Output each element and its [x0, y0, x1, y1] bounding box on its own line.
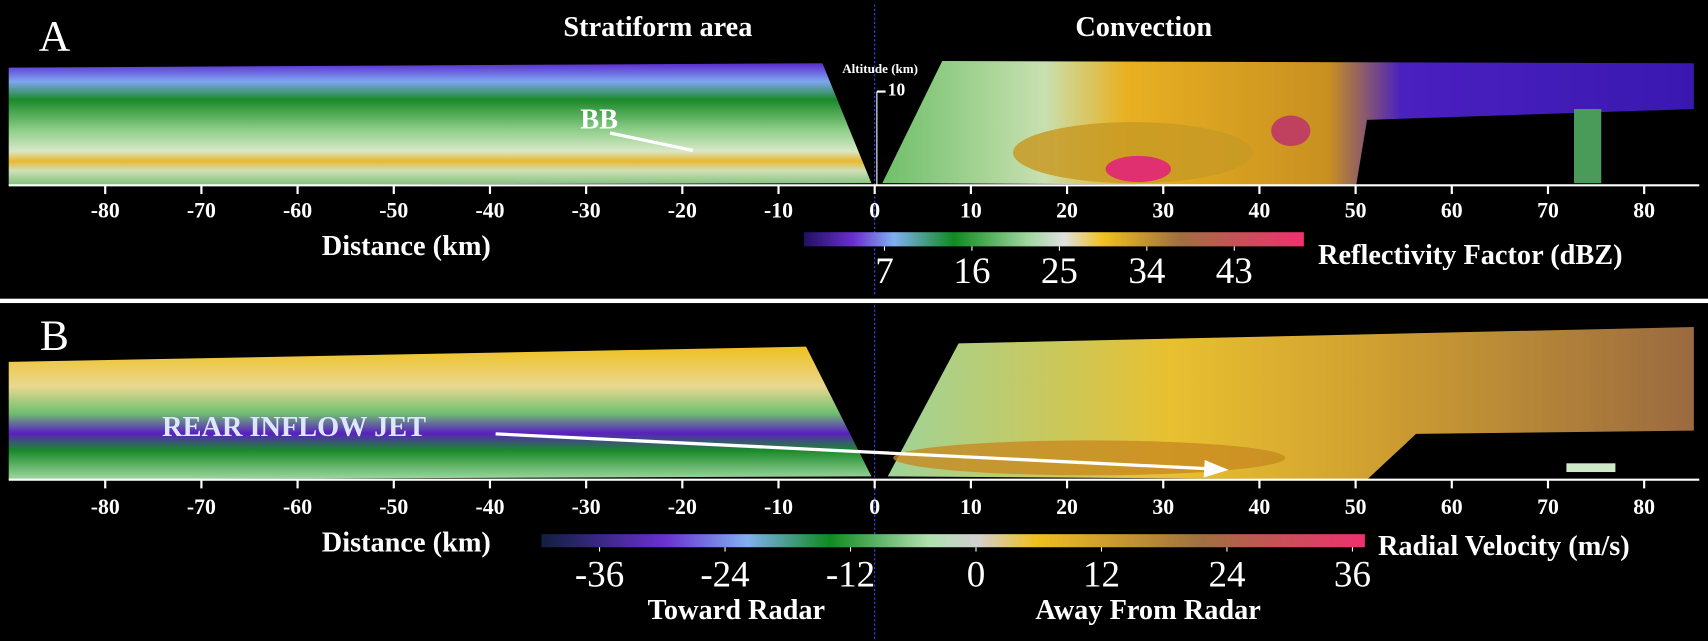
colorbar-tick-label: -36	[575, 554, 624, 595]
x-tick-label: 20	[1056, 199, 1078, 223]
arrow-head	[1203, 460, 1229, 478]
colorbar-tick-label: -24	[700, 554, 749, 595]
panel-title: Stratiform area	[563, 12, 752, 43]
x-tick-label: -60	[283, 199, 312, 223]
panel-letter: A	[39, 12, 71, 60]
colorbar-tick-label: 25	[1041, 251, 1078, 292]
y-tick-label: 10	[888, 80, 906, 100]
colorbar	[803, 232, 1304, 247]
x-tick-label: 70	[1537, 495, 1559, 519]
colorbar-caption: Away From Radar	[1035, 595, 1260, 626]
colorbar-label: Radial Velocity (m/s)	[1378, 531, 1630, 562]
colorbar-tick-label: 43	[1216, 251, 1253, 292]
annotation: BB	[580, 105, 618, 136]
annotation-arrow	[609, 131, 694, 153]
colorbar-tick-label: 12	[1083, 554, 1120, 595]
x-tick-label: -40	[475, 199, 504, 223]
x-tick-label: 40	[1249, 495, 1271, 519]
x-tick-label: 10	[960, 495, 982, 519]
x-tick-label: -30	[572, 495, 601, 519]
reflectivity-field	[8, 61, 1694, 186]
x-tick-label: 70	[1537, 199, 1559, 223]
colorbar-tick-label: 34	[1128, 251, 1165, 292]
x-tick-label: -10	[764, 199, 793, 223]
x-tick-label: -20	[668, 495, 697, 519]
x-tick-label: 10	[960, 199, 982, 223]
colorbar-tick-label: 36	[1334, 554, 1371, 595]
separator	[0, 298, 1708, 304]
colorbar	[541, 534, 1365, 548]
x-tick-label: -50	[379, 495, 408, 519]
x-tick-label: 0	[869, 199, 880, 223]
x-tick-label: 30	[1152, 199, 1174, 223]
colorbar-caption: Toward Radar	[648, 595, 826, 626]
x-tick-label: 60	[1441, 199, 1463, 223]
x-tick-label: -70	[187, 495, 216, 519]
altitude-label: Altitude (km)	[842, 61, 918, 76]
x-tick-label: 80	[1633, 495, 1655, 519]
x-axis-label: Distance (km)	[322, 528, 491, 559]
x-tick-label: 50	[1345, 495, 1367, 519]
panel-letter: B	[40, 312, 69, 360]
x-tick-label: -70	[187, 199, 216, 223]
colorbar-tick-label: 24	[1208, 554, 1245, 595]
x-tick-label: -30	[572, 199, 601, 223]
annotation-arrow	[495, 432, 1210, 471]
colorbar-tick-label: -12	[826, 554, 875, 595]
x-tick-label: -50	[379, 199, 408, 223]
x-tick-label: -80	[91, 495, 120, 519]
x-tick-label: -40	[475, 495, 504, 519]
colorbar-tick-label: 0	[967, 554, 986, 595]
x-axis-label: Distance (km)	[322, 231, 491, 262]
x-tick-label: 30	[1152, 495, 1174, 519]
annotation: REAR INFLOW JET	[162, 412, 426, 443]
colorbar-label: Reflectivity Factor (dBZ)	[1318, 240, 1623, 271]
panel-title: Convection	[1075, 12, 1212, 43]
x-tick-label: -10	[764, 495, 793, 519]
x-tick-label: -80	[91, 199, 120, 223]
x-tick-label: 40	[1249, 199, 1271, 223]
x-tick-label: 60	[1441, 495, 1463, 519]
x-tick-label: 20	[1056, 495, 1078, 519]
x-tick-label: 80	[1633, 199, 1655, 223]
colorbar-tick-label: 16	[953, 251, 990, 292]
x-tick-label: 50	[1345, 199, 1367, 223]
x-tick-label: -20	[668, 199, 697, 223]
x-tick-label: -60	[283, 495, 312, 519]
colorbar-tick-label: 7	[875, 251, 894, 292]
velocity-field	[8, 327, 1694, 480]
x-tick-label: 0	[869, 495, 880, 519]
